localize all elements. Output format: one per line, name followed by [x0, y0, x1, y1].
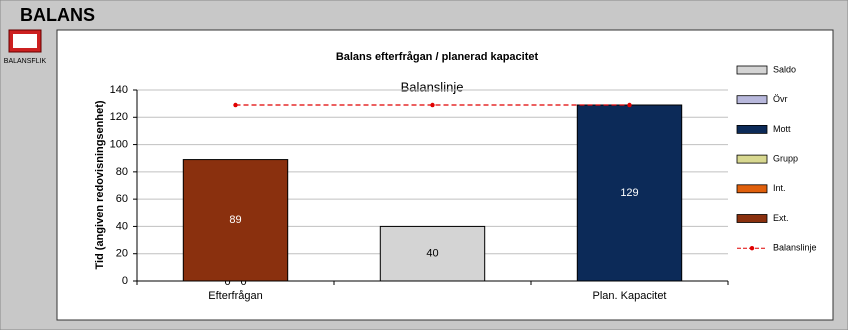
y-tick-label: 140: [110, 84, 128, 96]
legend-swatch: [736, 214, 768, 223]
icon[interactable]: [8, 29, 42, 53]
x-tick-label: Plan. Kapacitet: [593, 290, 667, 302]
data-label: 0: [224, 276, 230, 288]
legend-swatch: [736, 125, 768, 134]
y-tick-label: 80: [116, 166, 128, 178]
legend-label: Ext.: [773, 213, 789, 223]
legend-label: Övr: [773, 94, 788, 104]
legend-label: Grupp: [773, 153, 798, 163]
icon-label[interactable]: BALANSFLIK: [4, 58, 47, 65]
bar: [379, 225, 486, 282]
y-axis-label: Tid (angiven redovisningsenhet): [94, 100, 106, 269]
legend-label: Saldo: [773, 64, 796, 74]
legend-swatch: [736, 65, 768, 75]
legend-swatch: [736, 95, 768, 105]
legend-label: Mott: [773, 124, 791, 134]
y-tick-label: 0: [122, 275, 128, 287]
y-tick-label: 120: [110, 111, 128, 123]
data-label: 89: [229, 214, 241, 226]
bar: [576, 104, 683, 282]
chart-title: Balans efterfrågan / planerad kapacitet: [336, 51, 539, 63]
line-marker: [627, 102, 632, 108]
icon-inner[interactable]: [13, 34, 37, 48]
line-marker: [430, 102, 435, 108]
annotation: Balanslinje: [401, 79, 464, 94]
y-tick-label: 20: [116, 248, 128, 260]
legend-label: Balanslinje: [773, 243, 817, 253]
page-title: BALANS: [20, 5, 95, 25]
legend-swatch: [736, 154, 768, 164]
legend-label: Int.: [773, 183, 786, 193]
y-tick-label: 60: [116, 193, 128, 205]
legend-marker: [749, 246, 755, 251]
data-label: 129: [620, 187, 638, 199]
x-tick-label: Efterfrågan: [208, 290, 262, 302]
y-tick-label: 40: [116, 220, 128, 232]
data-label: 40: [426, 248, 438, 260]
line-marker: [233, 102, 238, 108]
data-label: 0: [240, 276, 246, 288]
bar: [182, 159, 289, 282]
y-tick-label: 100: [110, 138, 128, 150]
legend-swatch: [736, 184, 768, 194]
